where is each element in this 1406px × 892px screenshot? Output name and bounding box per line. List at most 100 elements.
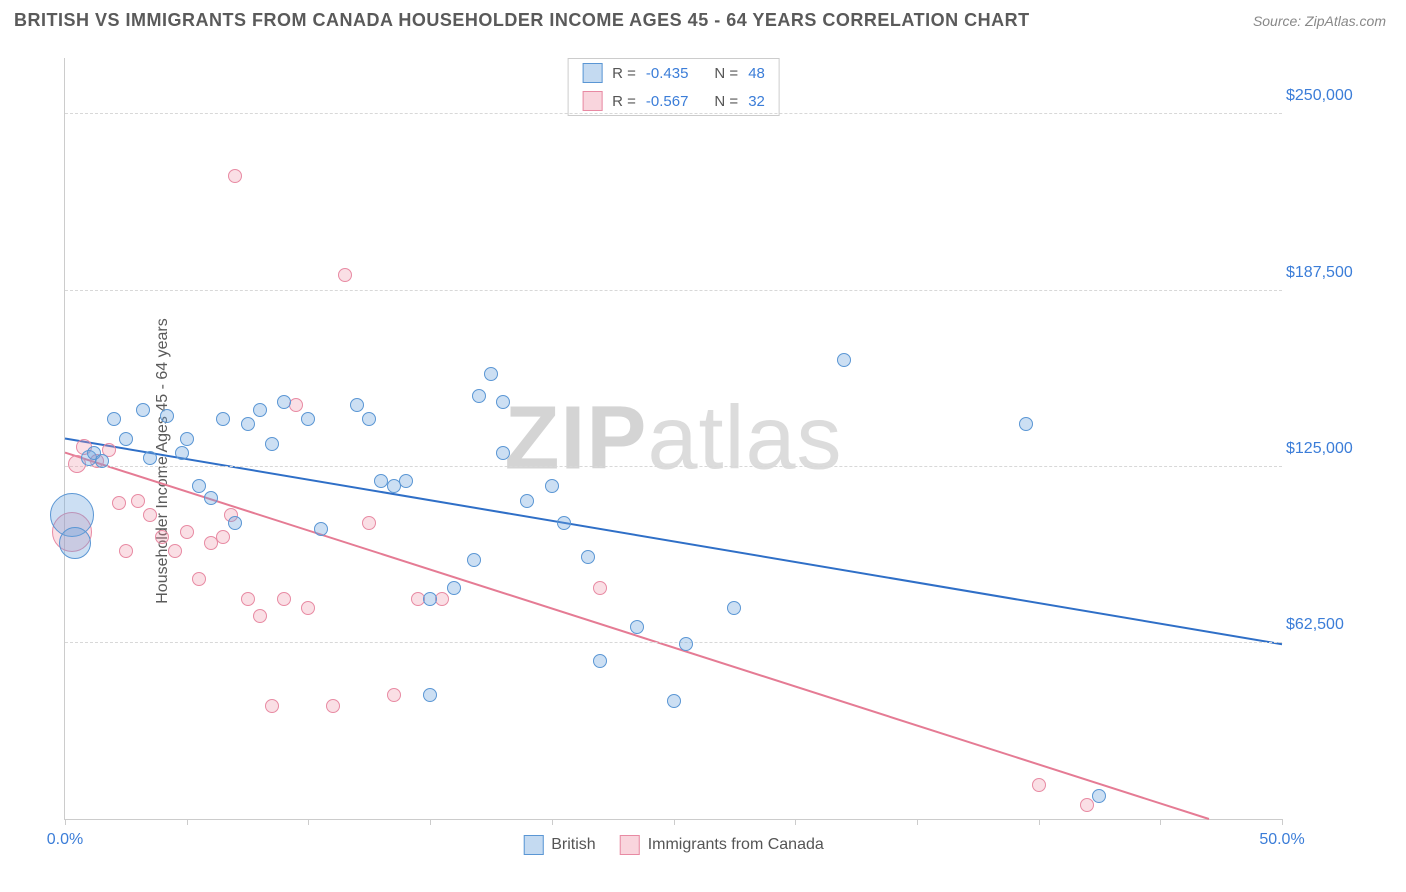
- legend-correlation: R = -0.435 N = 48 R = -0.567 N = 32: [567, 58, 780, 116]
- chart-container: Householder Income Ages 45 - 64 years ZI…: [14, 44, 1392, 878]
- data-point-blue: [216, 412, 230, 426]
- data-point-blue: [581, 550, 595, 564]
- x-tick: [65, 819, 66, 825]
- data-point-blue: [837, 353, 851, 367]
- data-point-pink: [1032, 778, 1046, 792]
- r-label: R =: [612, 93, 636, 110]
- data-point-blue: [423, 592, 437, 606]
- x-tick: [1282, 819, 1283, 825]
- r-value: -0.435: [646, 65, 689, 82]
- data-point-pink: [119, 544, 133, 558]
- gridline: [65, 290, 1282, 291]
- legend-series-label: British: [551, 836, 595, 854]
- legend-swatch-blue: [523, 835, 543, 855]
- data-point-pink: [289, 398, 303, 412]
- data-point-pink: [301, 601, 315, 615]
- data-point-pink: [143, 508, 157, 522]
- data-point-blue: [314, 522, 328, 536]
- chart-header: BRITISH VS IMMIGRANTS FROM CANADA HOUSEH…: [0, 0, 1406, 37]
- y-tick-label: $62,500: [1286, 616, 1386, 634]
- data-point-blue: [136, 403, 150, 417]
- legend-swatch-pink: [582, 91, 602, 111]
- data-point-blue: [95, 454, 109, 468]
- data-point-blue: [727, 601, 741, 615]
- data-point-pink: [593, 581, 607, 595]
- data-point-blue: [545, 479, 559, 493]
- legend-swatch-blue: [582, 63, 602, 83]
- x-tick: [1039, 819, 1040, 825]
- data-point-blue: [59, 527, 91, 559]
- data-point-blue: [160, 409, 174, 423]
- data-point-pink: [168, 544, 182, 558]
- data-point-pink: [253, 609, 267, 623]
- n-label: N =: [714, 65, 738, 82]
- legend-correlation-row: R = -0.567 N = 32: [568, 87, 779, 115]
- data-point-pink: [216, 530, 230, 544]
- data-point-pink: [338, 268, 352, 282]
- data-point-pink: [265, 699, 279, 713]
- data-point-blue: [593, 654, 607, 668]
- data-point-pink: [192, 572, 206, 586]
- data-point-blue: [472, 389, 486, 403]
- legend-swatch-pink: [620, 835, 640, 855]
- data-point-blue: [679, 637, 693, 651]
- data-point-blue: [484, 367, 498, 381]
- data-point-blue: [119, 432, 133, 446]
- data-point-pink: [387, 688, 401, 702]
- legend-correlation-row: R =-0.435N =48: [568, 59, 779, 87]
- n-value: 48: [748, 65, 765, 82]
- r-value: -0.567: [646, 93, 689, 110]
- data-point-blue: [350, 398, 364, 412]
- data-point-pink: [277, 592, 291, 606]
- y-tick-label: $250,000: [1286, 87, 1386, 105]
- chart-source: Source: ZipAtlas.com: [1253, 13, 1386, 29]
- trend-line-pink: [65, 453, 1209, 819]
- trend-line-blue: [65, 439, 1282, 645]
- data-point-blue: [362, 412, 376, 426]
- data-point-blue: [423, 688, 437, 702]
- watermark-light: atlas: [647, 388, 842, 488]
- y-tick-label: $187,500: [1286, 264, 1386, 282]
- data-point-blue: [399, 474, 413, 488]
- data-point-blue: [228, 516, 242, 530]
- data-point-blue: [180, 432, 194, 446]
- data-point-pink: [155, 530, 169, 544]
- data-point-blue: [467, 553, 481, 567]
- legend-series-label: Immigrants from Canada: [648, 836, 824, 854]
- data-point-blue: [520, 494, 534, 508]
- data-point-pink: [1080, 798, 1094, 812]
- data-point-blue: [1092, 789, 1106, 803]
- gridline: [65, 642, 1282, 643]
- data-point-pink: [326, 699, 340, 713]
- data-point-pink: [241, 592, 255, 606]
- data-point-blue: [107, 412, 121, 426]
- watermark-bold: ZIP: [504, 388, 647, 488]
- data-point-blue: [241, 417, 255, 431]
- data-point-pink: [131, 494, 145, 508]
- data-point-pink: [180, 525, 194, 539]
- data-point-blue: [496, 446, 510, 460]
- x-tick: [430, 819, 431, 825]
- x-tick-label: 50.0%: [1259, 831, 1304, 849]
- gridline: [65, 466, 1282, 467]
- data-point-pink: [112, 496, 126, 510]
- data-point-blue: [447, 581, 461, 595]
- data-point-blue: [301, 412, 315, 426]
- gridline: [65, 113, 1282, 114]
- chart-title: BRITISH VS IMMIGRANTS FROM CANADA HOUSEH…: [14, 10, 1030, 31]
- data-point-blue: [175, 446, 189, 460]
- n-label: N =: [714, 93, 738, 110]
- n-value: 32: [748, 93, 765, 110]
- data-point-blue: [630, 620, 644, 634]
- data-point-blue: [1019, 417, 1033, 431]
- x-tick: [917, 819, 918, 825]
- plot-area: ZIPatlas R =-0.435N =48R =-0.567N =32 Br…: [64, 58, 1282, 820]
- x-tick: [552, 819, 553, 825]
- data-point-blue: [277, 395, 291, 409]
- x-tick: [308, 819, 309, 825]
- x-tick: [795, 819, 796, 825]
- data-point-blue: [253, 403, 267, 417]
- data-point-blue: [265, 437, 279, 451]
- x-tick: [1160, 819, 1161, 825]
- legend-series: British Immigrants from Canada: [523, 835, 824, 855]
